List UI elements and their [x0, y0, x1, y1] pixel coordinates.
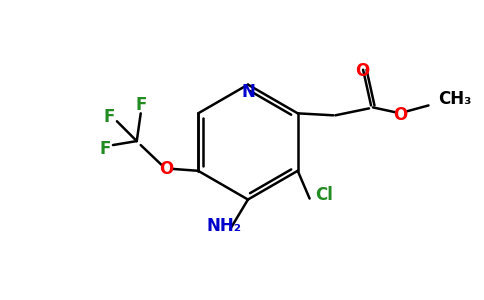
Text: F: F [135, 96, 146, 114]
Text: Cl: Cl [316, 187, 333, 205]
Text: NH₂: NH₂ [207, 217, 242, 235]
Text: O: O [355, 62, 369, 80]
Text: O: O [159, 160, 174, 178]
Text: N: N [241, 82, 255, 100]
Text: CH₃: CH₃ [439, 91, 472, 109]
Text: O: O [393, 106, 408, 124]
Text: F: F [103, 108, 115, 126]
Text: F: F [99, 140, 111, 158]
